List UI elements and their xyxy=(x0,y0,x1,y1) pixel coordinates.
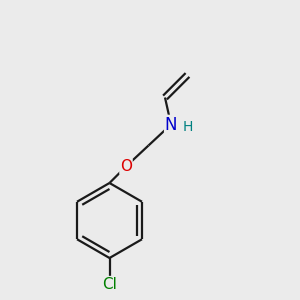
Text: Cl: Cl xyxy=(102,277,117,292)
Text: H: H xyxy=(182,120,193,134)
Text: O: O xyxy=(120,159,132,174)
Text: N: N xyxy=(165,116,177,134)
